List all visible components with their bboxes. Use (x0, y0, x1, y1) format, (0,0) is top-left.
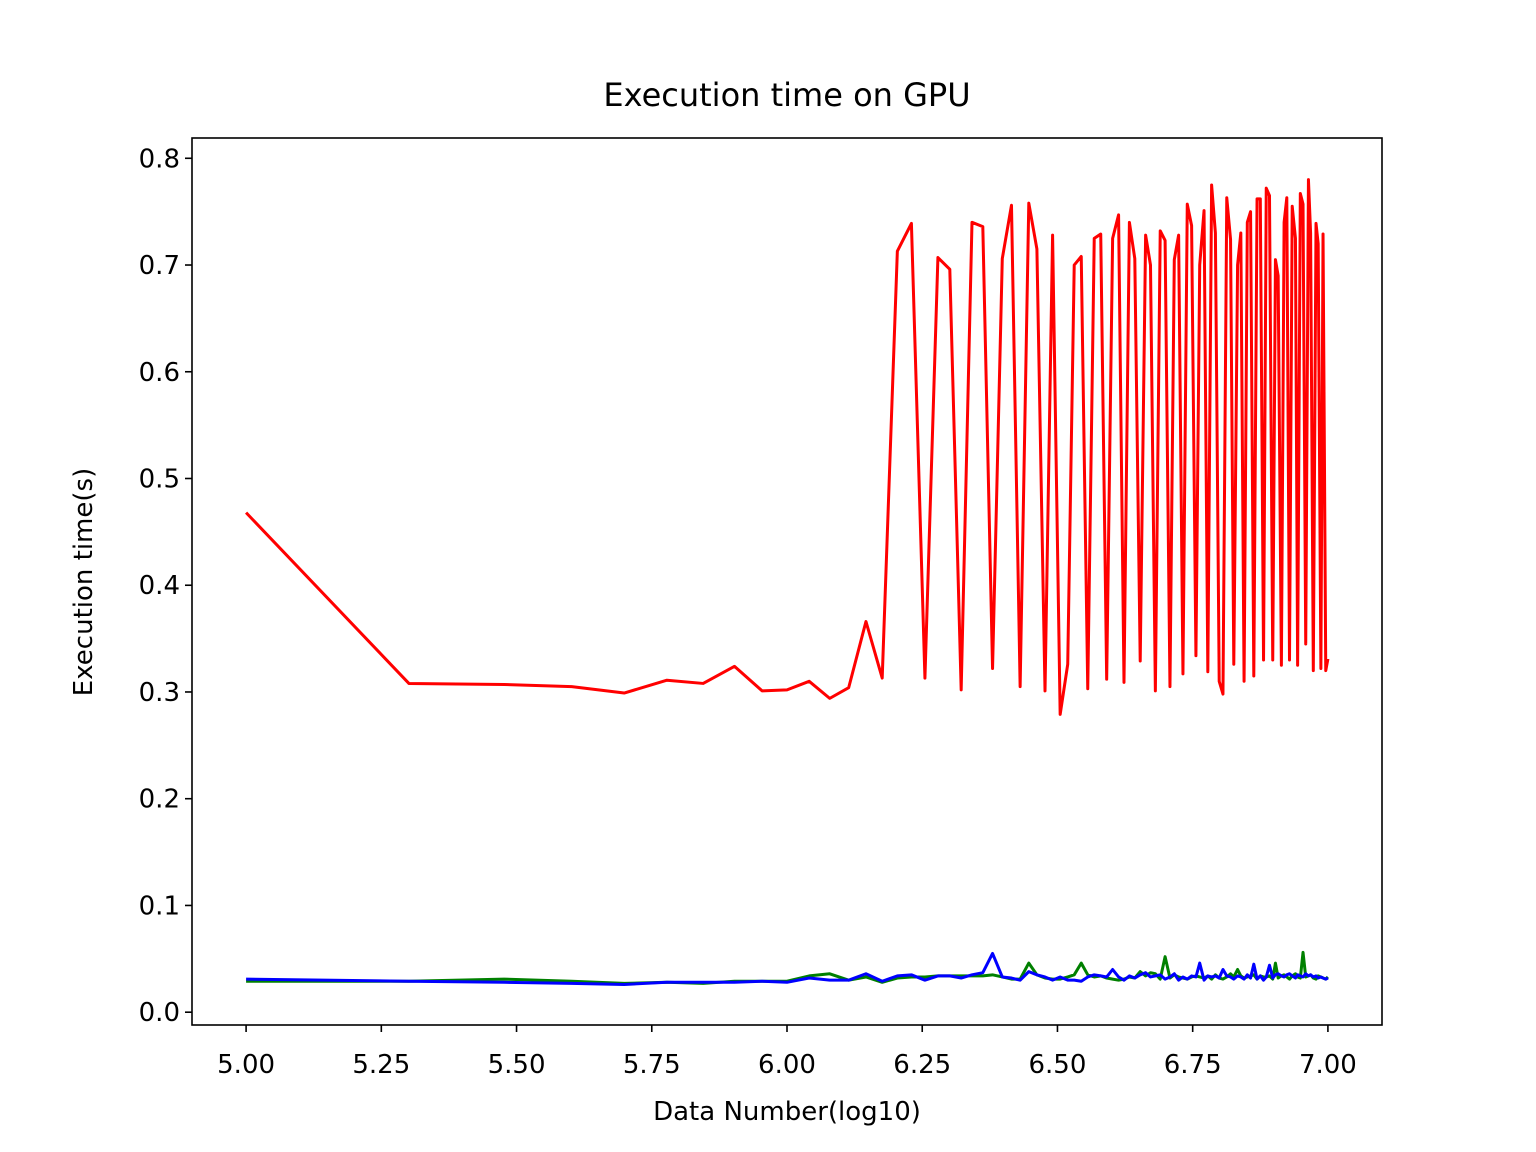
x-tick-label: 5.00 (217, 1050, 275, 1080)
y-tick-label: 0.7 (139, 251, 180, 281)
line-series (246, 951, 1329, 986)
line-series (245, 178, 1330, 716)
x-tick-label: 6.50 (1029, 1050, 1087, 1080)
x-tick-label: 6.00 (758, 1050, 816, 1080)
x-tick-label: 5.25 (352, 1050, 410, 1080)
chart-title: Execution time on GPU (603, 76, 970, 114)
x-tick-label: 7.00 (1299, 1050, 1357, 1080)
y-tick-label: 0.2 (139, 785, 180, 815)
x-axis-label: Data Number(log10) (653, 1097, 921, 1127)
y-tick-label: 0.0 (139, 998, 180, 1028)
y-tick-label: 0.3 (139, 678, 180, 708)
y-tick-label: 0.5 (139, 464, 180, 494)
y-tick-label: 0.8 (139, 144, 180, 174)
y-tick-label: 0.4 (139, 571, 180, 601)
x-tick-label: 5.75 (623, 1050, 681, 1080)
y-axis-label: Execution time(s) (69, 468, 99, 696)
x-tick-label: 6.25 (893, 1050, 951, 1080)
y-tick-label: 0.6 (139, 358, 180, 388)
x-tick-label: 6.75 (1164, 1050, 1222, 1080)
y-tick-label: 0.1 (139, 891, 180, 921)
plot-frame (191, 137, 1383, 1026)
x-tick-label: 5.50 (488, 1050, 546, 1080)
